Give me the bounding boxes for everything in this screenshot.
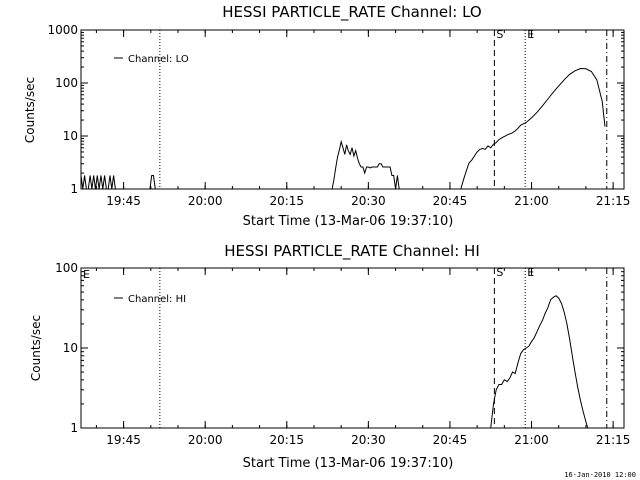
axis-ticks: 19:45 20:00 20:15 20:30 20:45 21:00 21:15 1 10 10… — [55, 261, 630, 447]
series-lines — [490, 295, 589, 429]
x-tick-label-5: 21:00 — [514, 433, 549, 447]
plot-frame — [80, 267, 625, 429]
legend-label: Channel: HI — [128, 294, 186, 305]
chart-panel-hi: HESSI PARTICLE_RATE Channel: HI Counts/s… — [29, 242, 630, 471]
series-line-0 — [490, 295, 589, 429]
y-tick-label-3: 1000 — [47, 23, 78, 37]
corner-label: E — [83, 268, 90, 281]
chart-title: HESSI PARTICLE_RATE Channel: HI — [224, 242, 480, 261]
y-tick-label-2: 100 — [55, 76, 78, 90]
y-tick-label-1: 10 — [63, 341, 78, 355]
x-tick-label-3: 20:30 — [351, 433, 386, 447]
event-marker-label-1: S — [496, 266, 503, 279]
event-marker-label-2: E — [527, 266, 534, 279]
chart-title: HESSI PARTICLE_RATE Channel: LO — [222, 3, 481, 22]
y-tick-label-0: 1 — [70, 182, 78, 196]
y-tick-label-1: 10 — [63, 129, 78, 143]
x-tick-label-6: 21:15 — [596, 433, 631, 447]
x-axis-label: Start Time (13-Mar-06 19:37:10) — [243, 214, 454, 229]
x-tick-label-1: 20:00 — [188, 433, 223, 447]
series-lines — [80, 67, 606, 190]
y-axis-label: Counts/sec — [29, 315, 43, 381]
x-tick-label-3: 20:30 — [351, 194, 386, 208]
x-tick-label-2: 20:15 — [269, 194, 304, 208]
x-axis-label: Start Time (13-Mar-06 19:37:10) — [243, 456, 454, 471]
plot-frame — [80, 29, 625, 190]
axis-ticks: 19:45 20:00 20:15 20:30 20:45 21:00 21:15 1 10 10… — [47, 23, 630, 208]
x-tick-label-1: 20:00 — [188, 194, 223, 208]
y-tick-label-0: 1 — [70, 421, 78, 435]
y-tick-label-2: 100 — [55, 261, 78, 275]
x-tick-label-4: 20:45 — [433, 194, 468, 208]
chart-panel-lo: HESSI PARTICLE_RATE Channel: LO Counts/s… — [23, 3, 630, 229]
x-tick-label-5: 21:00 — [514, 194, 549, 208]
y-axis-label: Counts/sec — [23, 77, 37, 143]
footer-date: 16-Jan-2010 12:00 — [564, 471, 636, 479]
x-tick-label-0: 19:45 — [106, 194, 141, 208]
x-tick-label-2: 20:15 — [269, 433, 304, 447]
x-tick-label-4: 20:45 — [433, 433, 468, 447]
x-tick-label-0: 19:45 — [106, 433, 141, 447]
x-tick-label-6: 21:15 — [596, 194, 631, 208]
event-marker-label-1: S — [496, 28, 503, 41]
event-marker-label-2: E — [527, 28, 534, 41]
series-line-0 — [80, 67, 606, 190]
legend-label: Channel: LO — [128, 54, 189, 65]
